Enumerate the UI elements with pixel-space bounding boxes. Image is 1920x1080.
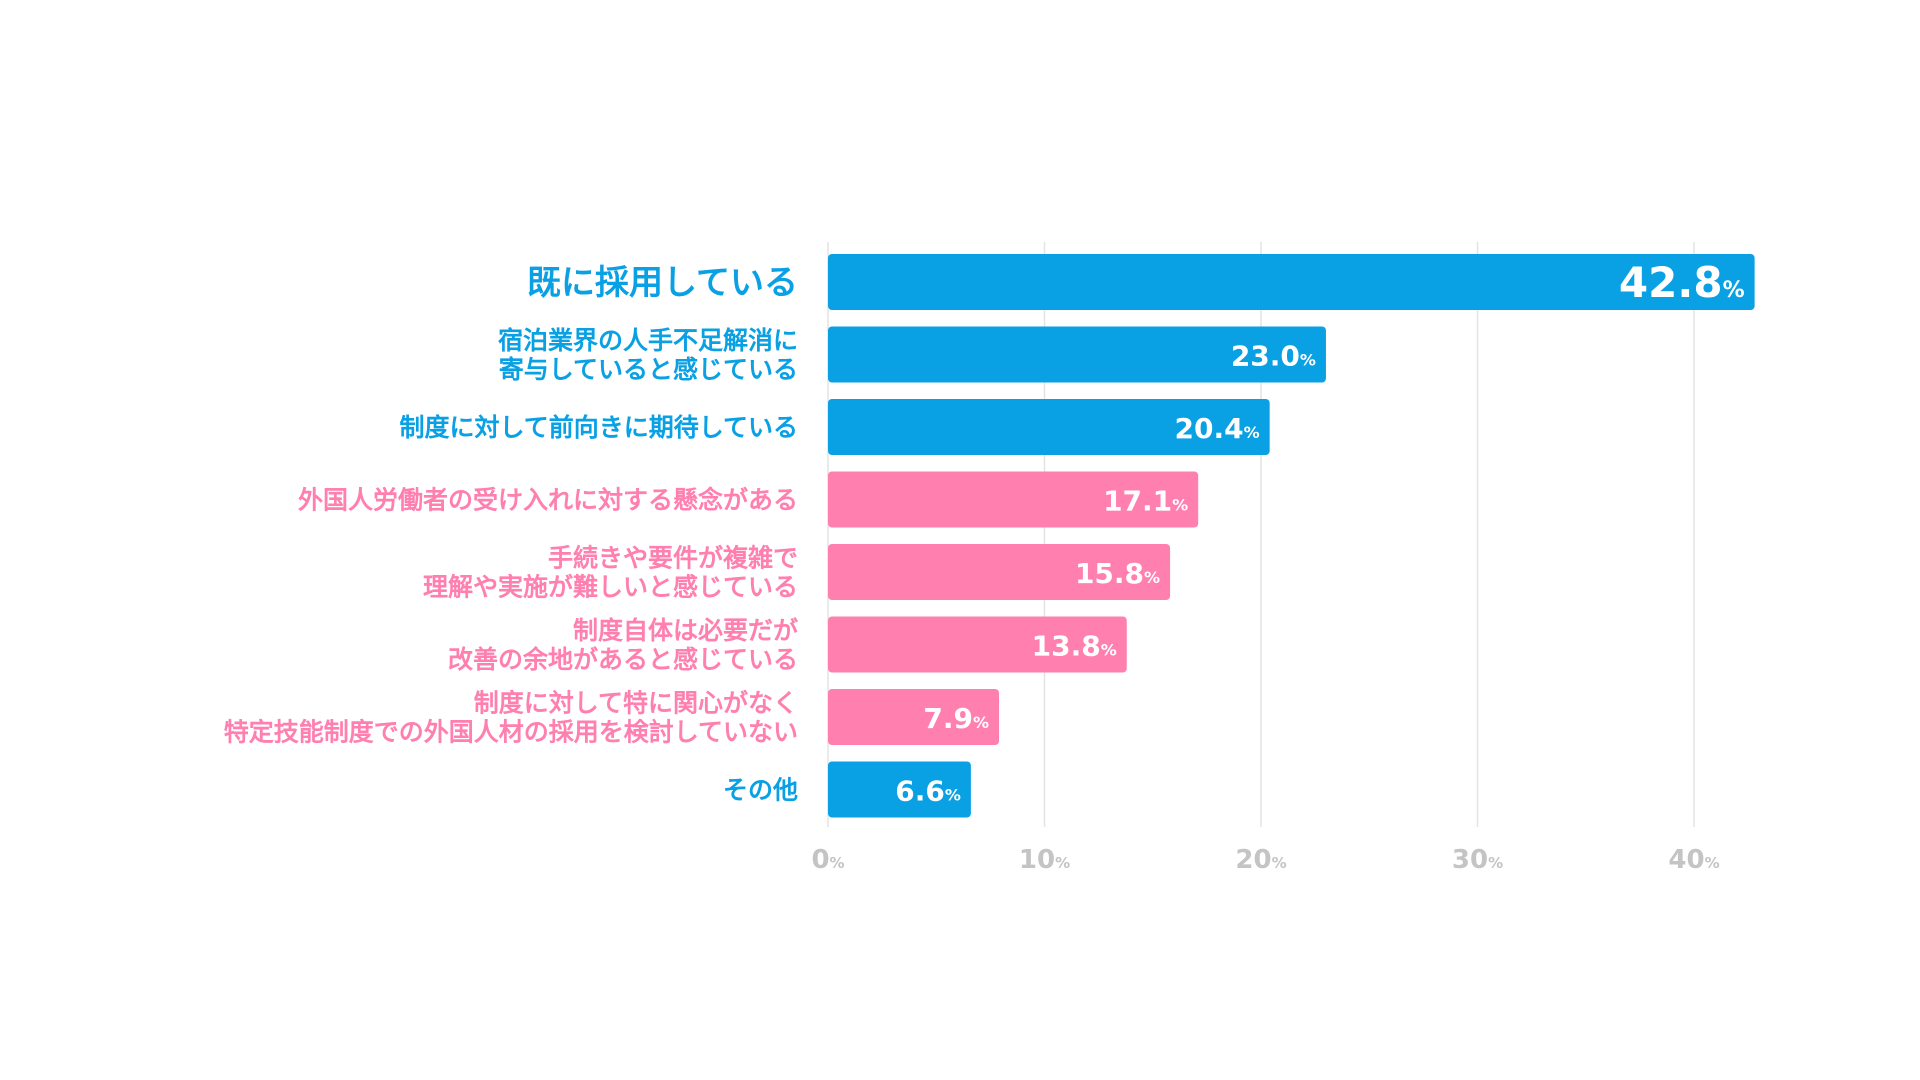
data-label-unit: % <box>973 713 989 732</box>
bar-4 <box>828 471 1199 528</box>
x-tick-number: 0 <box>811 845 829 875</box>
x-tick-label-20: 20% <box>1235 845 1286 875</box>
category-label-line: 外国人労働者の受け入れに対する懸念がある <box>298 486 798 515</box>
bar-1 <box>828 254 1755 310</box>
bar-2 <box>828 326 1326 383</box>
category-label-5: 手続きや要件が複雑で理解や実施が難しいと感じている <box>423 544 798 602</box>
data-label-unit: % <box>1723 278 1745 303</box>
bar-6 <box>828 616 1127 673</box>
data-label-number: 7.9 <box>923 702 973 735</box>
category-label-line: 特定技能制度での外国人材の採用を検討していない <box>224 718 798 747</box>
data-label-number: 15.8 <box>1075 557 1144 590</box>
category-label-layer: 既に採用している宿泊業界の人手不足解消に寄与していると感じている制度に対して前向… <box>224 263 798 804</box>
category-label-7: 制度に対して特に関心がなく特定技能制度での外国人材の採用を検討していない <box>224 689 798 747</box>
x-tick-number: 40 <box>1668 845 1704 875</box>
category-label-line: 制度自体は必要だが <box>573 616 798 645</box>
x-tick-label-10: 10% <box>1019 845 1070 875</box>
category-label-line: 宿泊業界の人手不足解消に <box>498 326 798 355</box>
category-label-line: 制度に対して特に関心がなく <box>474 689 798 718</box>
data-label-7: 7.9% <box>923 702 989 735</box>
data-label-3: 20.4% <box>1175 412 1260 445</box>
x-tick-unit: % <box>1055 854 1070 872</box>
category-label-8: その他 <box>723 776 798 805</box>
data-label-5: 15.8% <box>1075 557 1160 590</box>
bar-7 <box>828 689 1000 745</box>
data-label-number: 6.6 <box>895 775 945 808</box>
data-label-unit: % <box>1144 568 1160 587</box>
bar-3 <box>828 399 1270 455</box>
bar-layer: 42.8%23.0%20.4%17.1%15.8%13.8%7.9%6.6% <box>828 254 1755 818</box>
x-tick-number: 10 <box>1019 845 1055 875</box>
category-label-line: 制度に対して前向きに期待している <box>399 413 798 442</box>
x-tick-label-30: 30% <box>1452 845 1503 875</box>
data-label-number: 13.8 <box>1032 630 1101 663</box>
data-label-number: 23.0 <box>1231 340 1300 373</box>
x-tick-number: 30 <box>1452 845 1488 875</box>
data-label-1: 42.8% <box>1619 258 1745 307</box>
category-label-4: 外国人労働者の受け入れに対する懸念がある <box>298 486 798 515</box>
bar-8 <box>828 761 971 818</box>
data-label-unit: % <box>1101 641 1117 660</box>
category-label-line: 既に採用している <box>527 263 798 303</box>
data-label-unit: % <box>1300 351 1316 370</box>
x-tick-number: 20 <box>1235 845 1271 875</box>
category-label-line: 理解や実施が難しいと感じている <box>423 573 798 602</box>
category-label-line: 寄与していると感じている <box>499 355 798 384</box>
data-label-8: 6.6% <box>895 775 961 808</box>
x-tick-label-40: 40% <box>1668 845 1719 875</box>
data-label-unit: % <box>1244 423 1260 442</box>
category-label-2: 宿泊業界の人手不足解消に寄与していると感じている <box>498 326 798 384</box>
x-axis-tick-layer: 0% 10% 20% 30% 40% <box>811 845 1719 875</box>
x-tick-unit: % <box>1488 854 1503 872</box>
data-label-unit: % <box>945 786 961 805</box>
data-label-2: 23.0% <box>1231 340 1316 373</box>
category-label-line: その他 <box>723 776 798 805</box>
data-label-4: 17.1% <box>1103 485 1188 518</box>
data-label-number: 17.1 <box>1103 485 1172 518</box>
data-label-unit: % <box>1172 496 1188 515</box>
x-tick-unit: % <box>830 854 845 872</box>
x-tick-unit: % <box>1705 854 1720 872</box>
category-label-1: 既に採用している <box>527 263 798 303</box>
x-tick-label-0: 0% <box>811 845 844 875</box>
category-label-line: 手続きや要件が複雑で <box>548 544 798 573</box>
category-label-6: 制度自体は必要だが改善の余地があると感じている <box>448 616 798 674</box>
x-tick-unit: % <box>1272 854 1287 872</box>
data-label-number: 20.4 <box>1175 412 1244 445</box>
category-label-line: 改善の余地があると感じている <box>448 645 798 674</box>
data-label-6: 13.8% <box>1032 630 1117 663</box>
category-label-3: 制度に対して前向きに期待している <box>399 413 798 442</box>
bar-5 <box>828 544 1171 600</box>
data-label-number: 42.8 <box>1619 258 1723 307</box>
